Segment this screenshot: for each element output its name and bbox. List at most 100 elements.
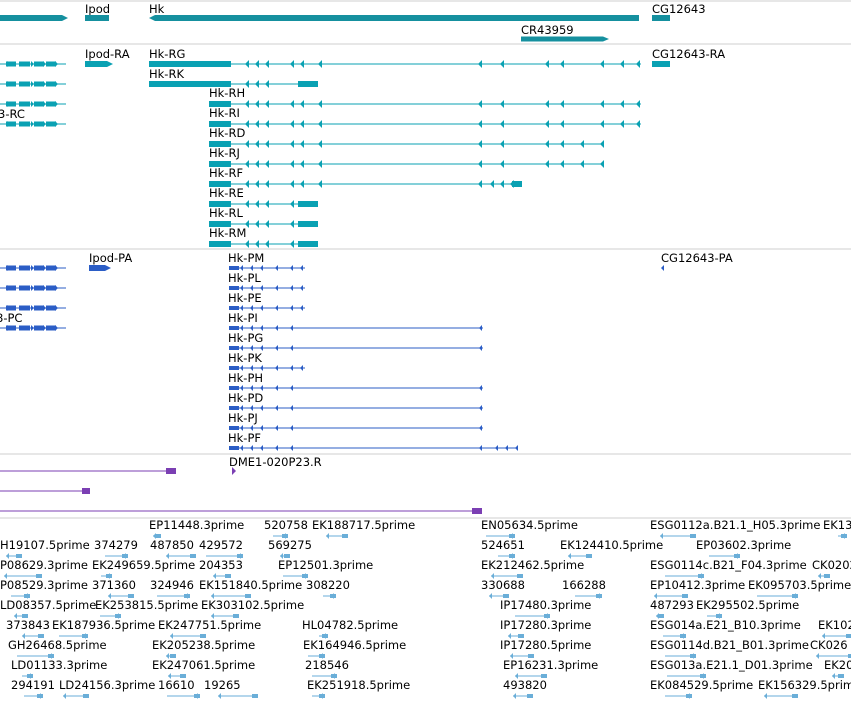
- exon-block[interactable]: [20, 265, 30, 271]
- est-block[interactable]: [282, 534, 288, 538]
- est-label[interactable]: IP17280.5prime: [500, 638, 591, 652]
- est-block[interactable]: [792, 694, 798, 698]
- est-block[interactable]: [319, 654, 325, 658]
- est-block[interactable]: [527, 694, 533, 698]
- est-label[interactable]: EK151840.5prime: [199, 578, 302, 592]
- est-label[interactable]: 371360: [92, 578, 136, 592]
- exon-block[interactable]: [229, 366, 239, 370]
- exon-block[interactable]: [46, 61, 56, 67]
- est-label[interactable]: EK247751.5prime: [158, 618, 261, 632]
- gene-label-cr43959[interactable]: CR43959: [521, 23, 574, 37]
- est-block[interactable]: [252, 694, 258, 698]
- est-block[interactable]: [846, 634, 851, 638]
- est-label[interactable]: 374279: [94, 538, 138, 552]
- est-block[interactable]: [83, 694, 89, 698]
- est-label[interactable]: 308220: [306, 578, 350, 592]
- est-label[interactable]: IP17480.3prime: [500, 598, 591, 612]
- est-block[interactable]: [184, 594, 190, 598]
- est-block[interactable]: [658, 614, 664, 618]
- est-label[interactable]: EK084529.5prime: [650, 678, 753, 692]
- transcript-label[interactable]: Ipod-RA: [85, 47, 130, 61]
- gene-block[interactable]: [0, 15, 68, 21]
- est-block[interactable]: [680, 634, 686, 638]
- est-label[interactable]: H19107.5prime: [0, 538, 90, 552]
- exon-block[interactable]: [209, 161, 231, 167]
- exon-block[interactable]: [34, 101, 44, 107]
- est-block[interactable]: [690, 534, 696, 538]
- est-block[interactable]: [128, 594, 134, 598]
- protein-label[interactable]: Hk-PM: [228, 251, 264, 265]
- est-label[interactable]: 487850: [150, 538, 194, 552]
- est-label[interactable]: 218546: [305, 658, 349, 672]
- exon-block[interactable]: [34, 61, 44, 67]
- exon-block[interactable]: [229, 346, 239, 350]
- est-label[interactable]: 324946: [150, 578, 194, 592]
- exon-block[interactable]: [34, 121, 44, 127]
- exon-block[interactable]: [34, 265, 44, 271]
- est-label[interactable]: EP10412.3prime: [650, 578, 745, 592]
- exon-block[interactable]: [46, 305, 56, 311]
- exon-block[interactable]: [652, 61, 670, 67]
- est-block[interactable]: [194, 694, 200, 698]
- est-block[interactable]: [330, 594, 336, 598]
- protein-label[interactable]: Hk-PL: [228, 271, 261, 285]
- est-block[interactable]: [792, 594, 798, 598]
- est-block[interactable]: [319, 694, 325, 698]
- est-block[interactable]: [170, 654, 176, 658]
- exon-block[interactable]: [6, 265, 16, 271]
- est-label[interactable]: P08529.3prime: [0, 578, 88, 592]
- exon-block[interactable]: [6, 325, 16, 331]
- est-block[interactable]: [115, 614, 121, 618]
- est-block[interactable]: [686, 694, 692, 698]
- est-block[interactable]: [528, 654, 534, 658]
- exon-block[interactable]: [20, 81, 30, 87]
- est-label[interactable]: EK164946.5prime: [303, 638, 406, 652]
- exon-block[interactable]: [6, 61, 16, 67]
- est-label[interactable]: EP11448.3prime: [149, 518, 244, 532]
- est-label[interactable]: EK095703.5prime: [748, 578, 851, 592]
- protein-label[interactable]: Hk-PH: [228, 371, 263, 385]
- exon-block[interactable]: [229, 286, 239, 290]
- exon-block[interactable]: [149, 81, 231, 87]
- est-block[interactable]: [106, 574, 112, 578]
- exon-block[interactable]: [512, 181, 522, 187]
- est-label[interactable]: 204353: [199, 558, 243, 572]
- est-block[interactable]: [284, 554, 290, 558]
- est-label[interactable]: 524651: [481, 538, 525, 552]
- transcript-label[interactable]: CG12643-RA: [652, 47, 725, 61]
- transcript-label[interactable]: Hk-RM: [209, 226, 246, 240]
- est-block[interactable]: [122, 554, 128, 558]
- exon-block[interactable]: [34, 325, 44, 331]
- protein-label[interactable]: Hk-PI: [228, 311, 258, 325]
- est-block[interactable]: [503, 594, 509, 598]
- exon-block[interactable]: [209, 181, 231, 187]
- transcript-label[interactable]: Hk-RK: [149, 67, 184, 81]
- transcript-label[interactable]: Hk-RH: [209, 86, 245, 100]
- est-block[interactable]: [841, 534, 847, 538]
- protein-label[interactable]: Hk-PE: [228, 291, 262, 305]
- est-label[interactable]: 16610: [158, 678, 195, 692]
- est-block[interactable]: [36, 574, 42, 578]
- exon-block[interactable]: [46, 101, 56, 107]
- est-block[interactable]: [200, 634, 206, 638]
- exon-block[interactable]: [209, 141, 231, 147]
- exon-block[interactable]: [298, 241, 318, 247]
- protein-label[interactable]: Hk-PK: [228, 351, 262, 365]
- est-label[interactable]: EK247061.5prime: [152, 658, 255, 672]
- est-label[interactable]: ESG0112a.B21.1_H05.3prime: [650, 518, 820, 532]
- est-label[interactable]: CK026: [810, 638, 848, 652]
- exon-block[interactable]: [34, 81, 44, 87]
- est-label[interactable]: 429572: [199, 538, 243, 552]
- gene-block[interactable]: [521, 36, 609, 42]
- exon-block[interactable]: [298, 81, 318, 87]
- est-label[interactable]: EK187936.5prime: [52, 618, 155, 632]
- est-label[interactable]: ESG013a.E21.1_D01.3prime: [650, 658, 813, 672]
- protein-label[interactable]: Hk-PJ: [228, 411, 258, 425]
- est-label[interactable]: EK249659.5prime: [92, 558, 195, 572]
- est-block[interactable]: [544, 614, 550, 618]
- est-label[interactable]: 166288: [562, 578, 606, 592]
- exon-block[interactable]: [46, 285, 56, 291]
- est-block[interactable]: [233, 614, 239, 618]
- exon-block[interactable]: [34, 305, 44, 311]
- exon-block[interactable]: [229, 446, 239, 450]
